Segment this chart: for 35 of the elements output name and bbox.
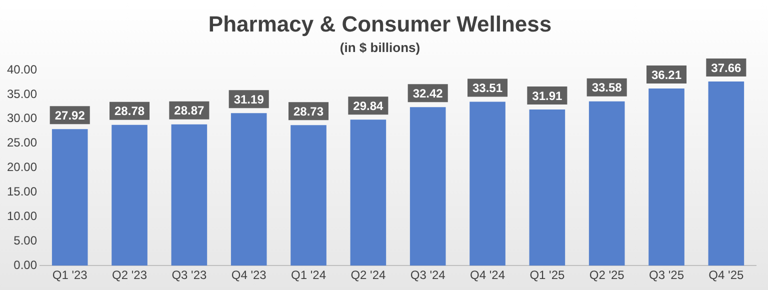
data-label: 32.42 xyxy=(412,86,444,100)
x-tick-label: Q4 '24 xyxy=(470,268,506,282)
y-tick-label: 15.00 xyxy=(7,184,38,199)
x-tick-label: Q1 '23 xyxy=(52,268,88,282)
x-tick-label: Q4 '23 xyxy=(231,268,267,282)
y-tick-label: 25.00 xyxy=(7,136,38,150)
data-label: 33.58 xyxy=(592,80,622,95)
y-tick-label: 40.00 xyxy=(7,62,38,76)
data-label: 31.91 xyxy=(532,88,563,103)
data-label: 27.92 xyxy=(54,108,86,122)
y-tick-label: 35.00 xyxy=(7,86,38,101)
x-tick-label: Q1 '24 xyxy=(291,268,326,282)
x-tick-label: Q3 '24 xyxy=(410,268,446,282)
data-label: 29.84 xyxy=(353,98,384,113)
data-label: 28.87 xyxy=(174,104,205,118)
x-tick-label: Q1 '25 xyxy=(530,268,565,282)
data-label: 28.73 xyxy=(294,104,324,118)
data-label: 36.21 xyxy=(651,68,682,82)
x-tick-label: Q3 '23 xyxy=(172,268,208,282)
y-tick-label: 0.00 xyxy=(14,258,38,272)
x-tick-label: Q3 '25 xyxy=(649,268,684,282)
x-tick-label: Q2 '23 xyxy=(112,268,148,282)
y-tick-label: 10.00 xyxy=(7,209,38,224)
chart-subtitle: (in $ billions) xyxy=(340,40,420,55)
data-label: 28.78 xyxy=(114,104,145,118)
x-tick-label: Q2 '24 xyxy=(350,268,386,282)
data-label: 31.19 xyxy=(234,92,264,106)
data-label: 37.66 xyxy=(711,60,742,75)
data-label: 33.51 xyxy=(472,81,503,96)
x-tick-label: Q2 '25 xyxy=(589,268,625,282)
y-tick-label: 30.00 xyxy=(7,111,38,126)
chart-title: Pharmacy & Consumer Wellness xyxy=(208,11,552,36)
y-tick-label: 20.00 xyxy=(7,160,38,174)
x-tick-label: Q4 '25 xyxy=(708,268,744,282)
y-tick-label: 5.00 xyxy=(14,233,38,248)
